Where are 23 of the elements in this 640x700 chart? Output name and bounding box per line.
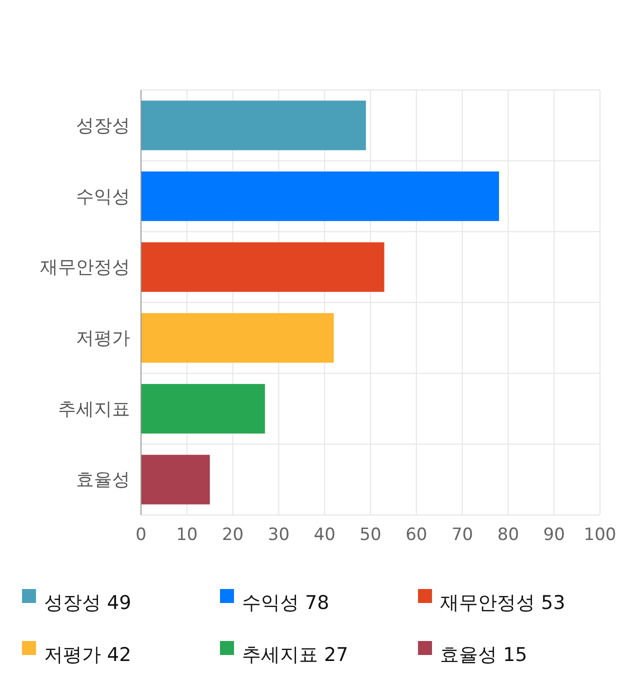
y-tick-label: 저평가 <box>76 328 130 349</box>
x-tick-label: 20 <box>222 525 244 545</box>
x-tick-label: 60 <box>406 525 428 545</box>
legend-label: 저평가 42 <box>44 644 132 666</box>
legend-label: 수익성 78 <box>242 592 330 614</box>
x-tick-label: 90 <box>543 525 565 545</box>
legend-label: 효율성 15 <box>440 644 528 666</box>
y-tick-label: 재무안정성 <box>40 257 130 278</box>
x-tick-label: 10 <box>176 525 198 545</box>
y-tick-label: 추세지표 <box>58 398 130 420</box>
y-tick-label: 성장성 <box>76 115 130 136</box>
x-tick-label: 30 <box>268 525 290 545</box>
legend-label: 재무안정성 53 <box>440 592 566 614</box>
y-tick-label: 수익성 <box>76 186 130 208</box>
x-tick-label: 0 <box>136 525 146 545</box>
y-tick-label: 효율성 <box>76 470 130 491</box>
x-tick-label: 50 <box>360 525 382 545</box>
legend-label: 추세지표 27 <box>242 644 348 666</box>
legend-label: 성장성 49 <box>44 592 132 614</box>
x-tick-label: 80 <box>497 525 520 545</box>
x-tick-label: 100 <box>584 525 616 545</box>
x-tick-label: 40 <box>314 525 336 545</box>
x-tick-label: 70 <box>451 525 474 545</box>
